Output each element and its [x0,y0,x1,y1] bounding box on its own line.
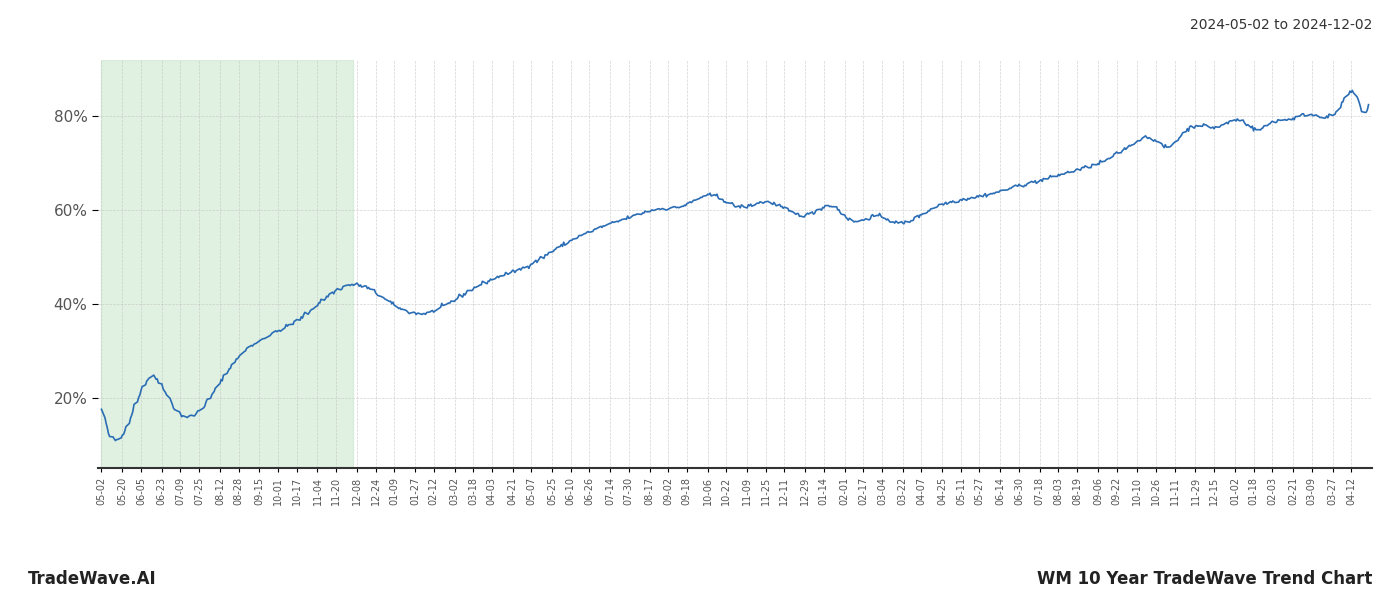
Text: 2024-05-02 to 2024-12-02: 2024-05-02 to 2024-12-02 [1190,18,1372,32]
Text: WM 10 Year TradeWave Trend Chart: WM 10 Year TradeWave Trend Chart [1036,570,1372,588]
Bar [101,60,353,468]
Text: TradeWave.AI: TradeWave.AI [28,570,157,588]
